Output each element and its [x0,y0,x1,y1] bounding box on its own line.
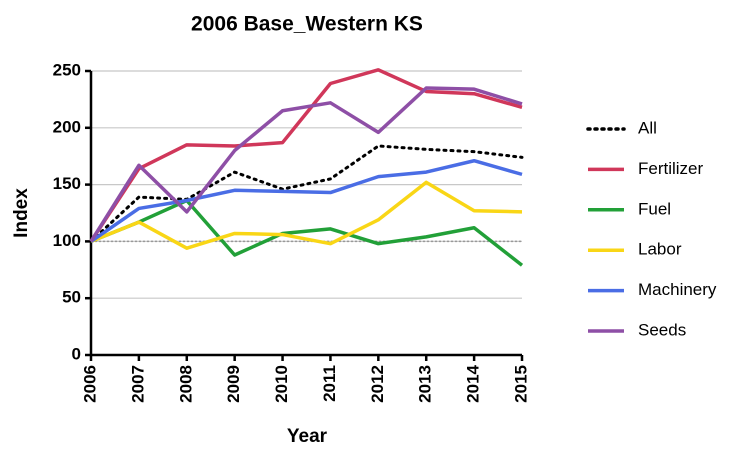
series-line [89,68,523,243]
y-tick-label: 150 [53,174,81,193]
legend-label: Labor [638,240,682,259]
x-tick-label: 2007 [128,365,147,403]
y-tick-label: 100 [53,231,81,250]
x-tick-label: 2015 [511,365,530,403]
series-line [90,158,523,243]
y-tick-label: 200 [53,117,81,136]
x-tick-label: 2014 [464,364,483,402]
x-axis-label: Year [287,426,328,447]
x-tick-label: 2006 [80,365,99,403]
y-tick-label: 250 [53,60,81,79]
series-line [90,180,523,250]
y-tick-label: 0 [72,344,81,363]
x-tick-label: 2008 [176,365,195,403]
series-line [89,144,524,243]
y-tick-label: 50 [62,288,81,307]
x-tick-label: 2012 [368,365,387,403]
legend-label: All [638,118,657,137]
series-line [90,198,524,267]
x-tick-label: 2011 [320,365,339,402]
x-tick-label: 2009 [224,365,243,403]
x-tick-label: 2013 [416,365,435,403]
x-tick-label: 2010 [272,365,291,403]
legend-label: Machinery [638,280,717,299]
legend-label: Seeds [638,320,686,339]
series-line [89,86,523,243]
legend-label: Fertilizer [638,159,704,178]
chart-title: 2006 Base_Western KS [191,13,423,36]
legend-label: Fuel [638,199,671,218]
y-axis-label: Index [11,188,32,238]
